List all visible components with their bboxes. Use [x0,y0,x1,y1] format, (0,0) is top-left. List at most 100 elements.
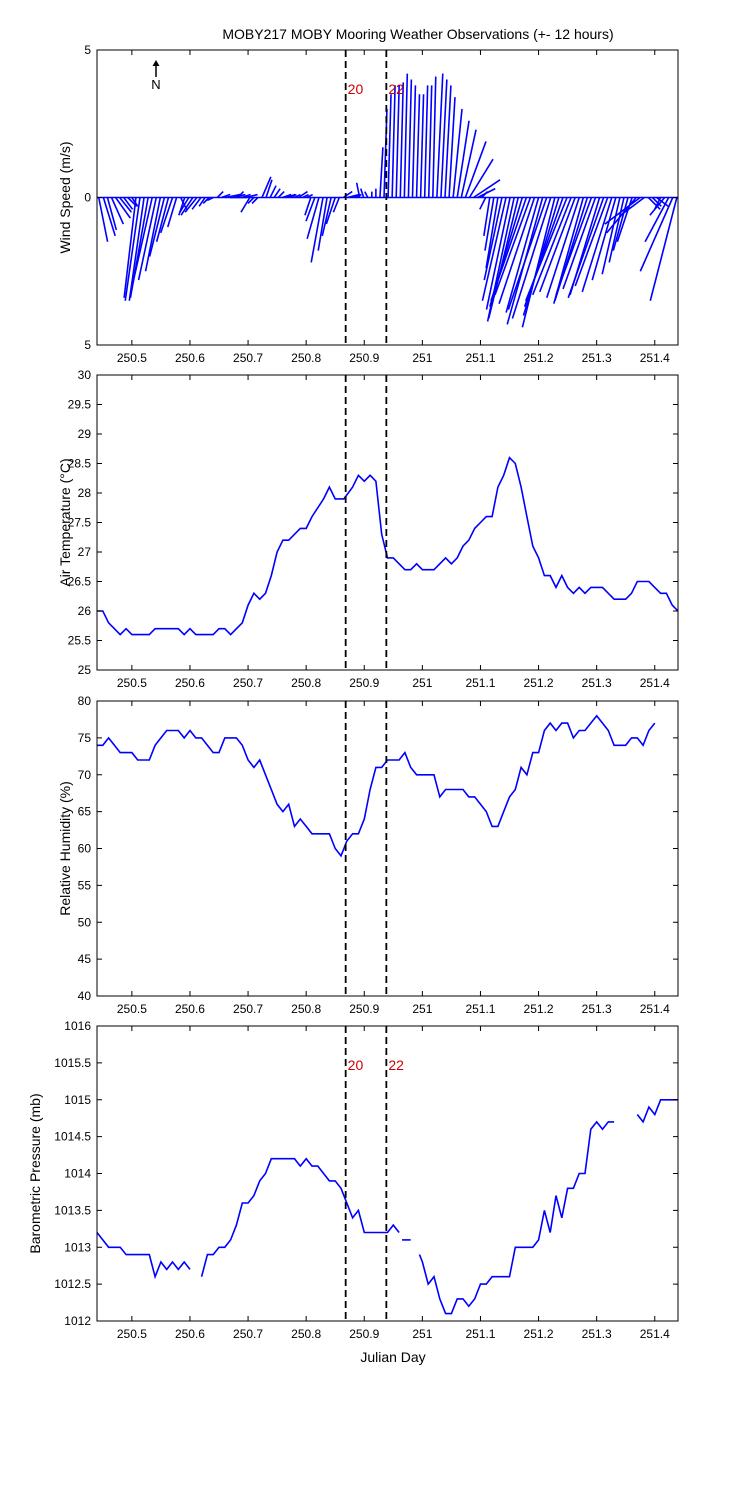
x-tick-label: 251.4 [640,676,670,690]
wind-stick [487,197,520,319]
panel-data [97,73,678,328]
wind-stick [608,197,625,263]
x-tick-label: 250.7 [233,676,263,690]
wind-stick [490,197,528,302]
y-tick-label: 27.5 [68,516,92,530]
x-tick-label: 251.3 [582,351,612,365]
x-tick-label: 250.5 [117,1327,147,1341]
wind-stick [106,197,118,231]
y-tick-label: 45 [78,952,92,966]
wind-stick [481,197,507,301]
wind-stick [302,193,309,199]
wind-stick [148,197,166,257]
y-axis-label: Relative Humidity (%) [57,781,73,916]
wind-stick [298,190,308,199]
north-arrow-icon [152,60,160,77]
wind-stick [123,197,137,298]
wind-stick [485,197,499,269]
wind-stick [399,82,405,198]
x-tick-label: 250.6 [175,676,205,690]
wind-stick [604,196,641,225]
wind-stick [110,197,125,225]
wind-stick [581,197,613,293]
wind-stick [411,85,417,198]
wind-stick [574,197,609,287]
wind-stick [481,191,489,199]
wind-stick [273,188,281,198]
wind-stick [198,197,206,207]
wind-stick [379,147,384,198]
wind-stick [391,85,396,198]
relative-humidity-panel: 250.5 250.6 250.7 250.8 250.9 251 251.1 251.2 25… [57,694,679,1016]
y-tick-label: 50 [78,915,92,929]
event-marker-label: 22 [388,1057,404,1073]
wind-stick [644,197,670,243]
wind-stick [460,129,477,198]
y-axis-label: Air Temperature (°C) [57,458,73,586]
wind-stick [448,97,456,198]
y-tick-label: 25.5 [68,634,92,648]
y-tick-label: 1014.5 [54,1130,91,1144]
x-tick-label: 251.2 [524,1327,554,1341]
wind-stick [119,197,133,213]
x-tick-label: 250.9 [349,1002,379,1016]
series-line [97,714,656,858]
wind-stick [562,197,597,290]
wind-stick [166,197,178,228]
x-tick-label: 250.7 [233,1002,263,1016]
x-tick-label: 251.3 [582,676,612,690]
wind-stick [494,197,532,296]
x-tick-label: 250.6 [175,351,205,365]
y-tick-label: 5 [84,43,91,57]
series-line [418,1120,615,1315]
y-tick-label: 55 [78,878,92,892]
series-line [97,456,678,636]
y-tick-label: 1014 [64,1167,91,1181]
x-tick-label: 250.8 [291,1002,321,1016]
wind-stick [282,193,292,199]
y-tick-label: 28 [78,486,92,500]
wind-stick [123,197,134,210]
x-tick-label: 250.9 [349,351,379,365]
wind-stick [498,197,536,304]
y-axis-label: Wind Speed (m/s) [57,141,73,253]
wind-stick [130,197,153,290]
y-tick-label: 27 [78,545,92,559]
wind-stick [225,193,241,199]
wind-stick [216,191,224,199]
y-tick-label: 1013.5 [54,1203,91,1217]
wind-stick [261,176,272,198]
series-line [97,1232,191,1280]
y-tick-label: 1013 [64,1240,91,1254]
wind-stick [479,197,487,210]
x-tick-label: 251.3 [582,1327,612,1341]
wind-stick [321,197,332,237]
y-tick-label: 1012 [64,1314,91,1328]
y-tick-label: 80 [78,694,92,708]
north-label: N [151,77,160,92]
wind-stick [601,197,621,275]
y-tick-label: 5 [84,338,91,352]
x-tick-label: 251.2 [524,676,554,690]
wind-stick [102,197,116,237]
x-tick-label: 251 [412,351,432,365]
y-tick-label: 40 [78,989,92,1003]
wind-stick [137,197,158,281]
x-tick-label: 250.6 [175,1327,205,1341]
series-line [200,1157,400,1277]
y-tick-label: 0 [84,191,91,205]
wind-stick [415,94,421,198]
wind-stick [184,197,198,213]
y-tick-label: 1016 [64,1019,91,1033]
wind-stick [484,197,495,251]
wind-stick [317,197,328,251]
x-tick-label: 251 [412,676,432,690]
y-tick-label: 29 [78,427,92,441]
x-tick-label: 250.5 [117,1002,147,1016]
wind-stick [251,196,259,204]
y-tick-label: 26 [78,604,92,618]
wind-stick [306,193,313,199]
wind-stick [305,197,316,222]
wind-stick [539,197,576,293]
